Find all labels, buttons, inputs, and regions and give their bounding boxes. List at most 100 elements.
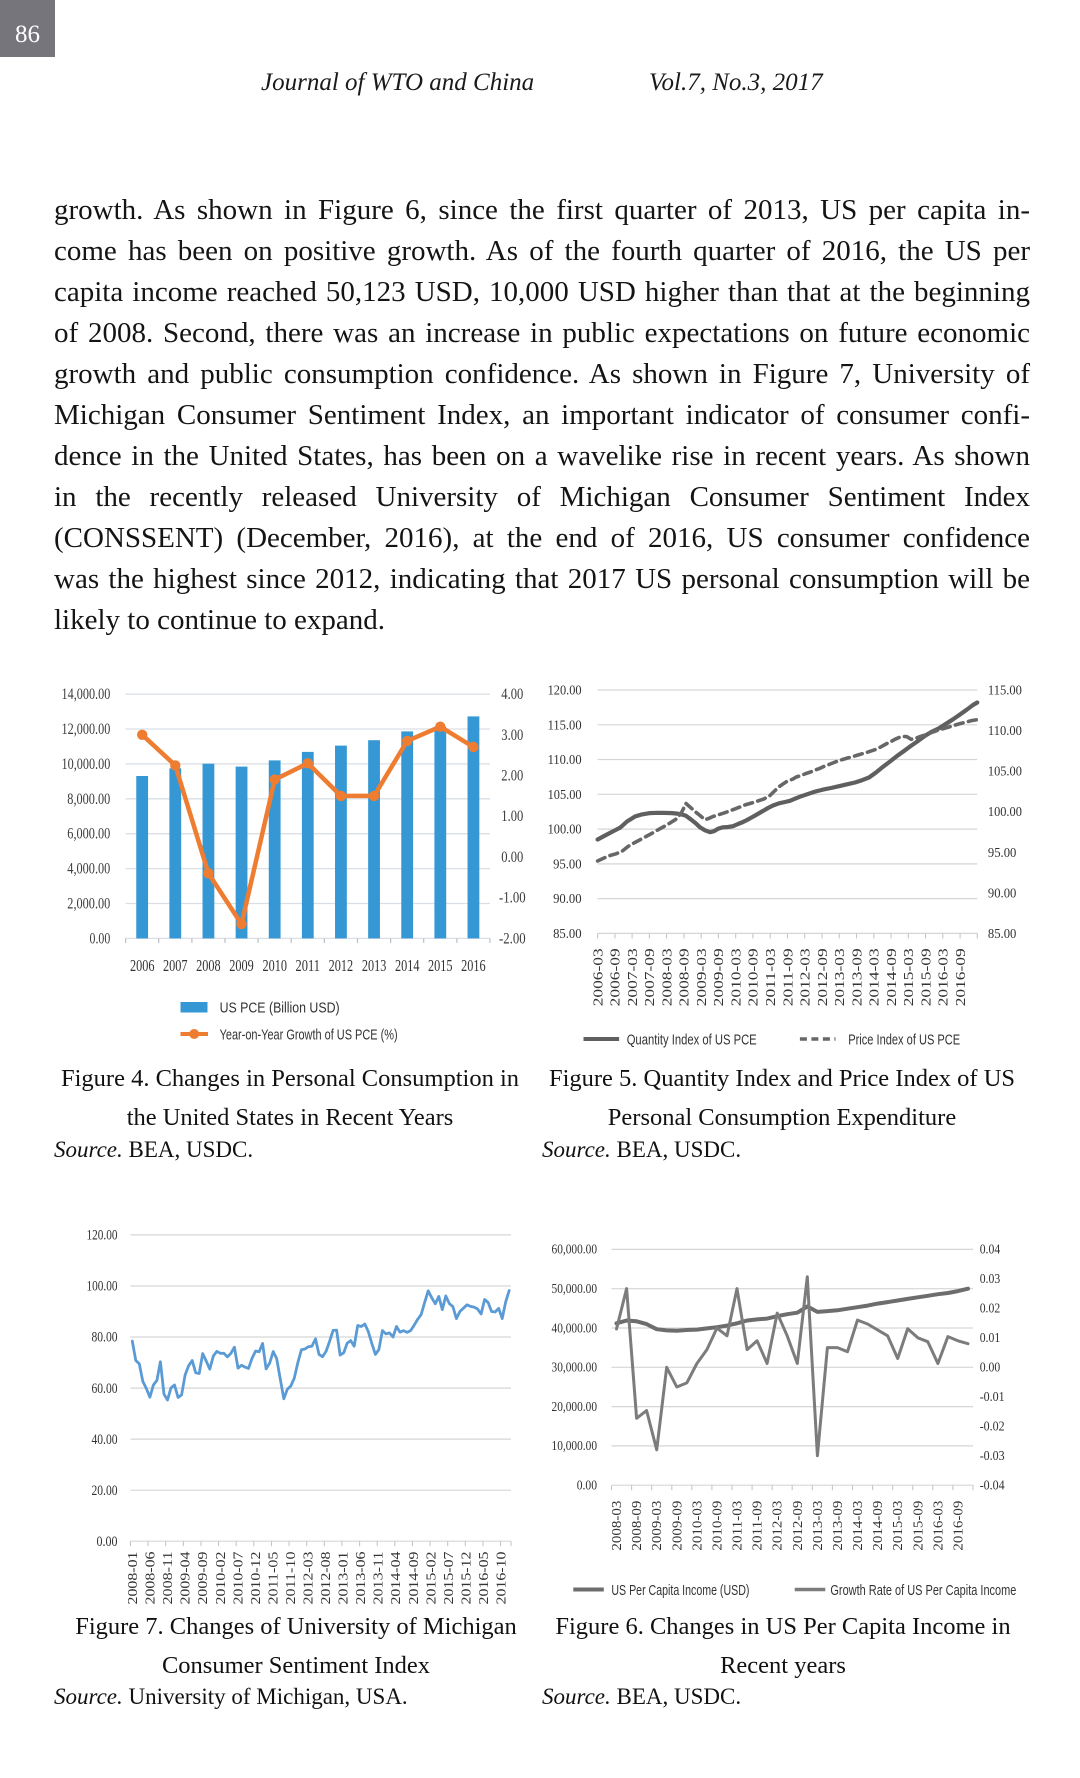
svg-text:2011-05: 2011-05 bbox=[266, 1552, 281, 1605]
svg-text:2016-09: 2016-09 bbox=[951, 1501, 966, 1551]
svg-text:2010-07: 2010-07 bbox=[231, 1552, 246, 1605]
svg-text:0.00: 0.00 bbox=[90, 930, 111, 947]
svg-text:2010-02: 2010-02 bbox=[214, 1552, 229, 1605]
svg-text:2015-02: 2015-02 bbox=[424, 1552, 439, 1605]
svg-text:0.00: 0.00 bbox=[501, 849, 523, 866]
svg-text:2008-01: 2008-01 bbox=[126, 1552, 141, 1605]
svg-text:2010-09: 2010-09 bbox=[747, 948, 762, 1006]
svg-text:2015: 2015 bbox=[428, 956, 453, 975]
svg-text:2014-09: 2014-09 bbox=[885, 948, 900, 1006]
svg-text:110.00: 110.00 bbox=[548, 752, 582, 767]
svg-text:8,000.00: 8,000.00 bbox=[67, 791, 110, 808]
svg-text:2013-09: 2013-09 bbox=[850, 948, 865, 1006]
svg-text:120.00: 120.00 bbox=[548, 683, 582, 698]
svg-text:4,000.00: 4,000.00 bbox=[67, 861, 110, 878]
svg-text:2010: 2010 bbox=[262, 956, 287, 975]
svg-text:2010-03: 2010-03 bbox=[730, 948, 745, 1006]
svg-text:14,000.00: 14,000.00 bbox=[62, 686, 111, 703]
svg-text:2016-10: 2016-10 bbox=[495, 1552, 510, 1605]
svg-text:1.00: 1.00 bbox=[501, 808, 523, 825]
svg-text:12,000.00: 12,000.00 bbox=[62, 721, 111, 738]
svg-text:Year-on-Year Growth of US PCE: Year-on-Year Growth of US PCE (%) bbox=[220, 1028, 398, 1044]
svg-text:2013-03: 2013-03 bbox=[833, 948, 848, 1006]
svg-text:0.03: 0.03 bbox=[980, 1271, 1001, 1286]
svg-text:30,000.00: 30,000.00 bbox=[552, 1360, 598, 1375]
svg-text:90.00: 90.00 bbox=[988, 885, 1017, 900]
svg-text:95.00: 95.00 bbox=[553, 856, 582, 871]
svg-text:10,000.00: 10,000.00 bbox=[552, 1438, 598, 1453]
svg-text:2014-03: 2014-03 bbox=[868, 948, 883, 1006]
svg-text:2011-03: 2011-03 bbox=[764, 948, 779, 1006]
svg-text:85.00: 85.00 bbox=[553, 926, 582, 941]
svg-text:60,000.00: 60,000.00 bbox=[552, 1242, 598, 1257]
svg-text:Price Index of US PCE: Price Index of US PCE bbox=[848, 1033, 960, 1049]
svg-text:2009-09: 2009-09 bbox=[196, 1552, 211, 1605]
svg-text:2007: 2007 bbox=[163, 956, 188, 975]
svg-text:2014: 2014 bbox=[395, 956, 420, 975]
svg-text:0.00: 0.00 bbox=[577, 1478, 598, 1493]
svg-text:40,000.00: 40,000.00 bbox=[552, 1320, 598, 1335]
svg-text:2013-11: 2013-11 bbox=[372, 1552, 387, 1605]
svg-text:60.00: 60.00 bbox=[92, 1381, 118, 1397]
svg-text:2012-03: 2012-03 bbox=[799, 948, 814, 1006]
svg-text:2009-03: 2009-03 bbox=[650, 1501, 665, 1551]
svg-text:2015-03: 2015-03 bbox=[891, 1501, 906, 1551]
svg-text:2008-03: 2008-03 bbox=[660, 948, 675, 1006]
svg-text:2006-09: 2006-09 bbox=[609, 948, 624, 1006]
svg-text:-0.03: -0.03 bbox=[980, 1448, 1005, 1463]
svg-text:-0.04: -0.04 bbox=[980, 1478, 1005, 1493]
svg-text:2016: 2016 bbox=[461, 956, 486, 975]
svg-text:2008-09: 2008-09 bbox=[630, 1501, 645, 1551]
svg-text:2014-03: 2014-03 bbox=[851, 1501, 866, 1551]
svg-text:2012-09: 2012-09 bbox=[816, 948, 831, 1006]
svg-text:95.00: 95.00 bbox=[988, 845, 1017, 860]
svg-text:-0.02: -0.02 bbox=[980, 1419, 1005, 1434]
svg-text:2.00: 2.00 bbox=[501, 768, 523, 785]
svg-text:2009-03: 2009-03 bbox=[695, 948, 710, 1006]
svg-text:2011-03: 2011-03 bbox=[731, 1501, 746, 1551]
svg-text:2013-06: 2013-06 bbox=[354, 1552, 369, 1605]
svg-text:2,000.00: 2,000.00 bbox=[67, 896, 110, 913]
svg-text:2007-09: 2007-09 bbox=[643, 948, 658, 1006]
svg-text:0.02: 0.02 bbox=[980, 1301, 1001, 1316]
svg-text:2011-09: 2011-09 bbox=[781, 948, 796, 1006]
svg-text:2016-03: 2016-03 bbox=[937, 948, 952, 1006]
svg-text:2010-03: 2010-03 bbox=[690, 1501, 705, 1551]
svg-text:2008: 2008 bbox=[196, 956, 221, 975]
svg-text:105.00: 105.00 bbox=[988, 764, 1022, 779]
svg-text:US PCE (Billion USD): US PCE (Billion USD) bbox=[220, 1001, 340, 1017]
svg-text:2012-03: 2012-03 bbox=[771, 1501, 786, 1551]
svg-text:2016-03: 2016-03 bbox=[931, 1501, 946, 1551]
svg-text:2009: 2009 bbox=[229, 956, 254, 975]
svg-text:0.00: 0.00 bbox=[97, 1534, 118, 1550]
svg-text:2015-09: 2015-09 bbox=[911, 1501, 926, 1551]
svg-text:-1.00: -1.00 bbox=[499, 890, 526, 907]
svg-text:2015-03: 2015-03 bbox=[902, 948, 917, 1006]
svg-text:0.04: 0.04 bbox=[980, 1242, 1001, 1257]
svg-text:2008-11: 2008-11 bbox=[161, 1552, 176, 1605]
svg-text:40.00: 40.00 bbox=[92, 1432, 118, 1448]
svg-text:Growth Rate of US Per Capita I: Growth Rate of US Per Capita Income bbox=[830, 1583, 1016, 1599]
svg-text:105.00: 105.00 bbox=[548, 787, 582, 802]
svg-text:2011-10: 2011-10 bbox=[284, 1552, 299, 1605]
svg-text:100.00: 100.00 bbox=[548, 822, 582, 837]
svg-text:2011-09: 2011-09 bbox=[751, 1501, 766, 1551]
svg-text:2012-09: 2012-09 bbox=[791, 1501, 806, 1551]
svg-text:3.00: 3.00 bbox=[501, 727, 523, 744]
svg-text:2014-04: 2014-04 bbox=[389, 1552, 404, 1605]
svg-text:2016-05: 2016-05 bbox=[477, 1552, 492, 1605]
svg-text:Quantity Index of US PCE: Quantity Index of US PCE bbox=[627, 1033, 757, 1049]
svg-text:110.00: 110.00 bbox=[988, 723, 1022, 738]
svg-text:2006: 2006 bbox=[130, 956, 155, 975]
svg-text:2016-09: 2016-09 bbox=[954, 948, 969, 1006]
svg-text:2013-09: 2013-09 bbox=[831, 1501, 846, 1551]
svg-text:2014-09: 2014-09 bbox=[407, 1552, 422, 1605]
svg-text:2009-09: 2009-09 bbox=[670, 1501, 685, 1551]
svg-text:2012-08: 2012-08 bbox=[319, 1552, 334, 1605]
svg-text:115.00: 115.00 bbox=[988, 683, 1022, 698]
svg-text:90.00: 90.00 bbox=[553, 891, 582, 906]
svg-text:2013: 2013 bbox=[362, 956, 387, 975]
svg-text:-0.01: -0.01 bbox=[980, 1389, 1005, 1404]
svg-text:100.00: 100.00 bbox=[87, 1279, 118, 1295]
svg-text:2006-03: 2006-03 bbox=[591, 948, 606, 1006]
